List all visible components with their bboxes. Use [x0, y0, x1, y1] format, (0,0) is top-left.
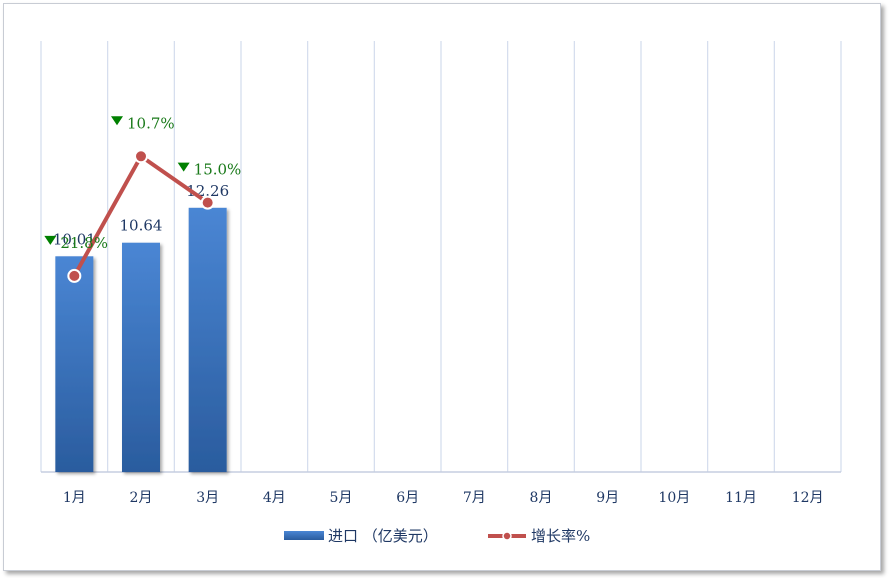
x-tick-label: 5月	[330, 490, 353, 506]
x-tick-label: 4月	[263, 490, 286, 506]
gridlines	[40, 41, 842, 472]
legend-line-marker	[502, 531, 512, 541]
x-tick-label: 12月	[792, 490, 824, 506]
bar	[122, 242, 160, 472]
x-tick-label: 3月	[196, 490, 219, 506]
x-tick-label: 8月	[530, 490, 553, 506]
legend-bar-label: 进口 （亿美元）	[328, 527, 438, 545]
x-tick-labels: 1月 2月 3月 4月 5月 6月 7月 8月 9月 10月 11月 12月	[63, 490, 824, 506]
x-tick-label: 9月	[596, 490, 619, 506]
x-tick-label: 7月	[463, 490, 486, 506]
bar-value-label: 10.01	[53, 230, 96, 248]
down-triangle-icon	[111, 116, 123, 126]
bar	[55, 256, 94, 472]
x-tick-label: 11月	[725, 490, 757, 506]
legend-bar-swatch	[284, 531, 324, 540]
rate-value-label: 21.8%	[60, 234, 108, 252]
rate-value-label: 15.0%	[194, 161, 242, 179]
rate-value-labels: 21.8% 10.7% 15.0%	[44, 114, 241, 252]
x-tick-label: 1月	[63, 490, 86, 506]
x-tick-label: 10月	[658, 490, 690, 506]
rate-point	[134, 149, 148, 164]
down-triangle-icon	[44, 235, 57, 245]
bar-series	[55, 207, 227, 472]
down-triangle-icon	[177, 162, 190, 172]
rate-point	[200, 195, 215, 210]
rate-point	[67, 268, 82, 283]
x-tick-label: 2月	[130, 490, 153, 506]
bar-value-label: 10.64	[120, 217, 163, 235]
bar	[188, 207, 227, 472]
legend: 进口 （亿美元） 增长率%	[284, 527, 590, 545]
rate-series	[67, 149, 215, 283]
x-tick-label: 6月	[396, 490, 419, 506]
legend-line-label: 增长率%	[531, 527, 590, 545]
rate-value-label: 10.7%	[127, 114, 175, 132]
